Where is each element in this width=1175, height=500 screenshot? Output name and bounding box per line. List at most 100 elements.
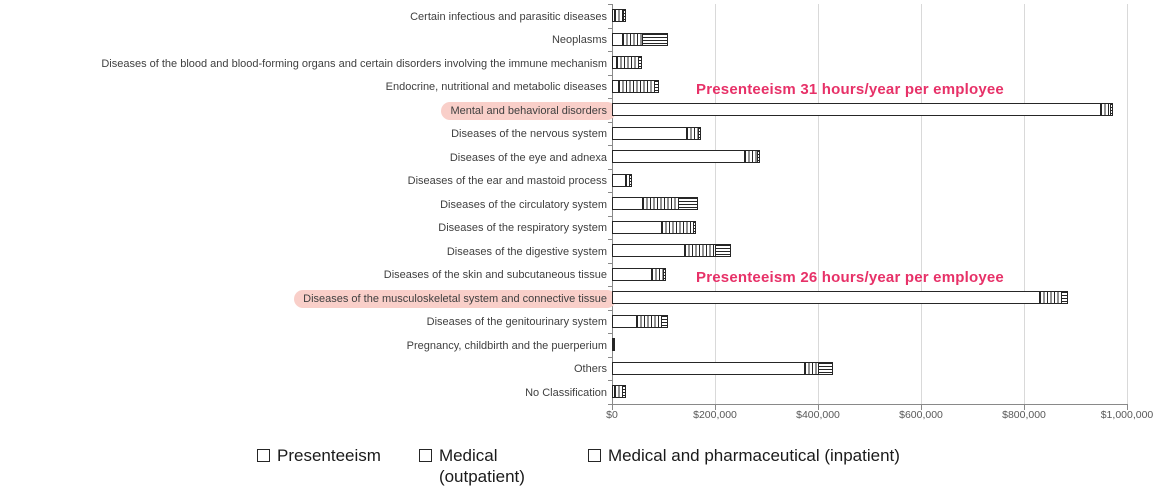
legend-item-medical-inpatient: Medical and pharmaceutical (inpatient): [587, 445, 900, 466]
bar-segment-horizontal-stripes[interactable]: [1061, 291, 1069, 305]
bar-segment-vertical-stripes[interactable]: [804, 361, 820, 375]
x-axis-line: [611, 404, 1128, 405]
bar-segment-horizontal-stripes[interactable]: [757, 150, 761, 164]
bar-segment-vertical-stripes[interactable]: [618, 79, 656, 93]
category-label-highlighted: Mental and behavioral disorders: [441, 101, 616, 120]
bar-segment-horizontal-stripes[interactable]: [677, 197, 699, 211]
chart-row: Diseases of the musculoskeletal system a…: [0, 286, 1175, 310]
legend-item-presenteeism: Presenteeism: [257, 445, 381, 466]
stacked-bar: [612, 9, 1175, 23]
chart-row: Diseases of the respiratory system: [0, 216, 1175, 240]
y-axis-tick: [608, 51, 612, 52]
bar-segment-horizontal-stripes[interactable]: [638, 56, 643, 70]
chart-row: Diseases of the blood and blood-forming …: [0, 51, 1175, 75]
category-label-cell: Certain infectious and parasitic disease…: [0, 7, 612, 25]
category-label-cell: Diseases of the genitourinary system: [0, 312, 612, 330]
x-axis-tick-label: $0: [606, 409, 618, 421]
bar-segment-vertical-stripes[interactable]: [660, 220, 694, 234]
bar-segment-horizontal-stripes[interactable]: [692, 220, 696, 234]
bar-segment-horizontal-stripes[interactable]: [623, 9, 627, 23]
x-axis-tick: [715, 405, 716, 410]
bar-segment-horizontal-stripes[interactable]: [622, 385, 627, 399]
gridline: [715, 4, 716, 404]
y-axis-tick: [608, 333, 612, 334]
y-axis-tick: [608, 309, 612, 311]
x-axis-tick: [818, 405, 819, 410]
medical-inpatient-swatch-icon: [587, 449, 601, 462]
y-axis-tick: [608, 4, 612, 5]
annotation-presenteeism-26: Presenteeism 26 hours/year per employee: [696, 269, 1004, 286]
bar-segment-horizontal-stripes[interactable]: [818, 361, 833, 375]
y-axis-tick: [608, 27, 612, 29]
category-label-cell: Neoplasms: [0, 30, 612, 48]
stacked-bar: [612, 314, 1175, 328]
y-axis-tick: [608, 168, 612, 170]
bar-segment-vertical-stripes[interactable]: [684, 244, 717, 258]
category-label-cell: Diseases of the ear and mastoid process: [0, 171, 612, 189]
bar-segment-solid-white[interactable]: [612, 150, 745, 164]
bar-segment-vertical-stripes[interactable]: [686, 126, 700, 140]
category-label: Endocrine, nutritional and metabolic dis…: [385, 81, 607, 94]
chart-rows: Certain infectious and parasitic disease…: [0, 4, 1175, 404]
stacked-bar: [612, 32, 1175, 46]
chart-row: Diseases of the eye and adnexa: [0, 145, 1175, 169]
bar-segment-horizontal-stripes[interactable]: [654, 79, 660, 93]
stacked-bar: [612, 79, 1175, 93]
bar-segment-vertical-stripes[interactable]: [616, 56, 640, 70]
stacked-bar: [612, 244, 1175, 258]
bar-segment-horizontal-stripes[interactable]: [660, 314, 669, 328]
category-label-cell: Diseases of the circulatory system: [0, 195, 612, 213]
y-axis-tick: [608, 121, 612, 123]
bar-segment-solid-white[interactable]: [612, 197, 643, 211]
category-label-cell: Diseases of the eye and adnexa: [0, 148, 612, 166]
gridline: [1024, 4, 1025, 404]
y-axis-tick: [608, 380, 612, 381]
bar-segment-vertical-stripes[interactable]: [612, 338, 616, 352]
bar-segment-horizontal-stripes[interactable]: [663, 267, 667, 281]
x-axis-tick: [1127, 405, 1128, 410]
bar-segment-vertical-stripes[interactable]: [1038, 291, 1063, 305]
bar-segment-horizontal-stripes[interactable]: [1109, 103, 1114, 117]
legend-label: Medical (outpatient): [438, 446, 525, 487]
chart-row: Endocrine, nutritional and metabolic dis…: [0, 75, 1175, 99]
x-axis-tick-label: $1,000,000: [1100, 409, 1154, 421]
bar-segment-vertical-stripes[interactable]: [621, 32, 643, 46]
stacked-bar: [612, 361, 1175, 375]
bar-segment-solid-white[interactable]: [612, 314, 638, 328]
bar-segment-solid-white[interactable]: [612, 267, 653, 281]
y-axis-tick: [608, 145, 612, 146]
y-axis-tick: [608, 74, 612, 76]
category-label: Diseases of the genitourinary system: [426, 316, 607, 329]
bar-segment-vertical-stripes[interactable]: [651, 267, 665, 281]
bar-segment-solid-white[interactable]: [612, 361, 806, 375]
gridline: [1127, 4, 1128, 404]
bar-segment-solid-white[interactable]: [612, 126, 688, 140]
bar-segment-horizontal-stripes[interactable]: [715, 244, 731, 258]
bar-segment-solid-white[interactable]: [612, 103, 1102, 117]
y-axis-tick: [608, 403, 612, 405]
stacked-bar: [612, 291, 1175, 305]
bar-segment-vertical-stripes[interactable]: [743, 150, 759, 164]
x-axis-tick-label: $800,000: [1002, 409, 1046, 421]
category-label-cell: Diseases of the skin and subcutaneous ti…: [0, 265, 612, 283]
bar-segment-horizontal-stripes[interactable]: [698, 126, 702, 140]
chart-row: Diseases of the skin and subcutaneous ti…: [0, 263, 1175, 287]
bar-segment-solid-white[interactable]: [612, 291, 1040, 305]
medical-outpatient-swatch-icon: [418, 449, 432, 462]
category-label: Diseases of the respiratory system: [438, 222, 607, 235]
category-label: Diseases of the digestive system: [446, 245, 607, 258]
stacked-bar: [612, 338, 1175, 352]
bar-segment-solid-white[interactable]: [612, 244, 686, 258]
category-label: Diseases of the ear and mastoid process: [407, 175, 607, 188]
bar-segment-solid-white[interactable]: [612, 220, 662, 234]
stacked-bar: [612, 267, 1175, 281]
chart-row: Diseases of the ear and mastoid process: [0, 169, 1175, 193]
category-label-cell: Endocrine, nutritional and metabolic dis…: [0, 77, 612, 95]
bar-segment-solid-white[interactable]: [612, 173, 626, 187]
bar-segment-horizontal-stripes[interactable]: [641, 32, 668, 46]
bar-segment-horizontal-stripes[interactable]: [629, 173, 633, 187]
bar-segment-vertical-stripes[interactable]: [641, 197, 679, 211]
stacked-bar: [612, 173, 1175, 187]
bar-segment-vertical-stripes[interactable]: [636, 314, 662, 328]
stacked-bar: [612, 197, 1175, 211]
